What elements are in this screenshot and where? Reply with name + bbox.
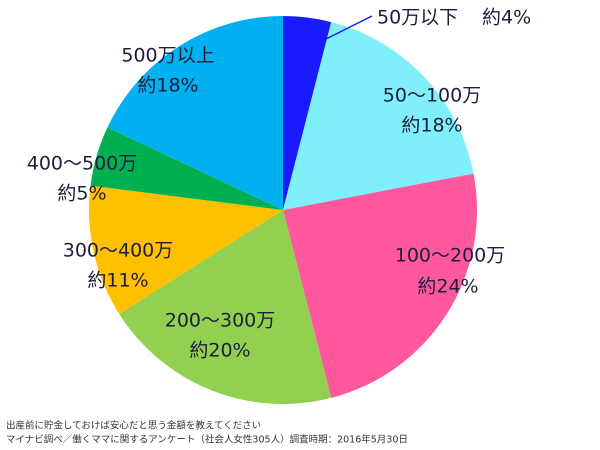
leader-line <box>319 15 373 43</box>
slice-label: 400～500万 <box>27 153 138 175</box>
pie-slice <box>283 16 332 210</box>
pie <box>89 16 477 404</box>
pie-slice <box>119 210 332 404</box>
pie-slice <box>283 173 477 398</box>
value-label: 約11% <box>87 270 148 292</box>
slice-label: 50万以下 <box>377 7 458 29</box>
note: マイナビ調べ／働くママに関するアンケート（社会人女性305人）調査時期：2016… <box>6 434 408 446</box>
value-label: 約20% <box>189 340 250 362</box>
value-label: 約18% <box>137 75 198 97</box>
pie-slice <box>90 127 283 210</box>
pie-slice <box>107 16 283 210</box>
slice-label: 300～400万 <box>63 240 174 262</box>
slice-label: 50～100万 <box>383 85 481 107</box>
slice-label: 100～200万 <box>395 245 506 267</box>
value-label: 約18% <box>401 115 462 137</box>
slice-label: 200～300万 <box>165 310 276 332</box>
value-label: 約4% <box>482 7 531 29</box>
pie-slice <box>89 185 283 314</box>
slice-label: 500万以上 <box>121 45 214 67</box>
note: 出産前に貯金しておけば安心だと思う金額を教えてください <box>6 420 261 432</box>
value-label: 約5% <box>57 183 106 205</box>
value-label: 約24% <box>417 276 478 298</box>
pie-slice <box>283 22 474 211</box>
